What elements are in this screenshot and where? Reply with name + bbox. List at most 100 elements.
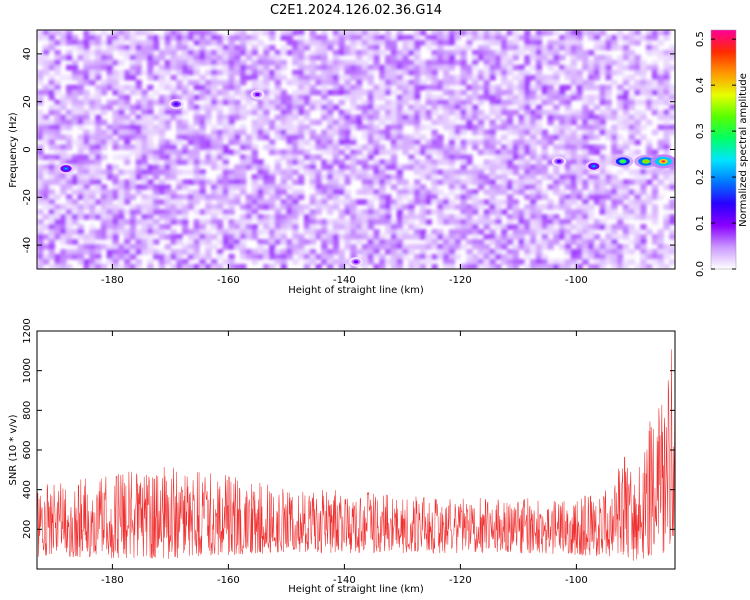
heatmap-cell [460,219,467,225]
heatmap-cell [251,144,258,151]
heatmap-cell [193,69,200,76]
heatmap-cell [234,239,241,245]
heatmap-cell [356,54,363,61]
heatmap-cell [129,39,137,46]
heatmap-cell [605,84,612,91]
heatmap-cell [112,30,119,36]
heatmap-cell [617,219,624,225]
heatmap-cell [518,219,525,225]
heatmap-cell [617,84,624,91]
heatmap-cell [350,174,357,180]
heatmap-cell [118,30,125,36]
heatmap-cell [622,194,630,200]
snr-panel: -180 -160 -140 -120 -100 2004006008001000120… [8,318,676,595]
heatmap-cell [321,194,328,200]
heatmap-cell [570,144,577,151]
heatmap-cell [390,89,398,96]
heatmap-cell [402,89,409,96]
heatmap-cell [477,74,485,81]
heatmap-cell [448,119,456,126]
heatmap-cell [205,254,212,260]
heatmap-cell [570,30,577,36]
heatmap-cell [42,184,50,190]
heatmap-cell [77,74,84,81]
heatmap-cell [437,229,444,235]
heatmap-y-axis-label: Frequency (Hz) [8,112,19,188]
heatmap-cell [651,164,659,171]
heatmap-cell [303,129,311,136]
heatmap-cell [170,74,177,81]
heatmap-cell [164,209,171,215]
heatmap-cell [292,114,299,121]
heatmap-cell [228,39,235,46]
heatmap-cell [588,239,595,245]
heatmap-cell [443,49,450,56]
heatmap-cell [286,99,293,106]
heatmap-cell [245,139,253,146]
heatmap-cell [164,84,171,91]
heatmap-cell [512,44,519,51]
heatmap-cell [599,39,606,46]
heatmap-cell [402,194,409,200]
heatmap-cell [431,144,438,151]
heatmap-cell [344,119,351,126]
heatmap-cell [118,264,125,269]
heatmap-cell [617,44,624,51]
heatmap-cell [222,234,229,240]
heatmap-cell [512,49,519,56]
heatmap-cell [106,99,113,106]
heatmap-cell [240,69,247,76]
heatmap-cell [460,224,467,230]
heatmap-cell [321,164,328,171]
heatmap-cell [83,184,90,190]
heatmap-cell [176,109,183,116]
heatmap-cell [564,154,572,161]
heatmap-cell [112,79,119,86]
heatmap-cell [321,239,328,245]
heatmap-cell [373,30,380,36]
heatmap-cell [263,189,270,195]
heatmap-cell [385,34,392,41]
heatmap-cell [576,79,583,86]
heatmap-cell [605,244,612,250]
heatmap-cell [373,179,380,185]
heatmap-cell [298,139,305,146]
heatmap-cell [518,174,525,180]
heatmap-cell [298,34,305,41]
heatmap-cell [553,179,560,185]
heatmap-cell [95,44,102,51]
heatmap-cell [106,39,113,46]
heatmap-cell [570,249,577,255]
heatmap-cell [628,84,635,91]
heatmap-cell [408,259,415,265]
heatmap-cell [576,249,583,255]
heatmap-cell [327,264,334,269]
heatmap-cell [95,69,102,76]
heatmap-cell [582,30,589,36]
heatmap-cell [454,30,461,36]
heatmap-cell [559,84,566,91]
heatmap-cell [129,84,137,91]
heatmap-cell [222,49,229,56]
heatmap-cell [42,194,50,200]
heatmap-cell [269,124,276,131]
heatmap-cell [419,84,427,91]
heatmap-cell [361,164,369,171]
heatmap-cell [501,44,508,51]
heatmap-cell [530,134,537,141]
heatmap-cell [483,129,490,136]
heatmap-cell [396,189,403,195]
heatmap-cell [506,79,514,86]
heatmap-cell [332,64,340,71]
heatmap-cell [83,119,90,126]
heatmap-cell [54,64,61,71]
heatmap-cell [298,99,305,106]
heatmap-cell [489,249,496,255]
heatmap-cell [414,99,421,106]
heatmap-cell [547,224,554,230]
heatmap-cell [187,239,195,245]
heatmap-cell [71,249,79,255]
heatmap-cell [657,139,664,146]
heatmap-cell [570,94,577,101]
heatmap-cell [309,49,316,56]
